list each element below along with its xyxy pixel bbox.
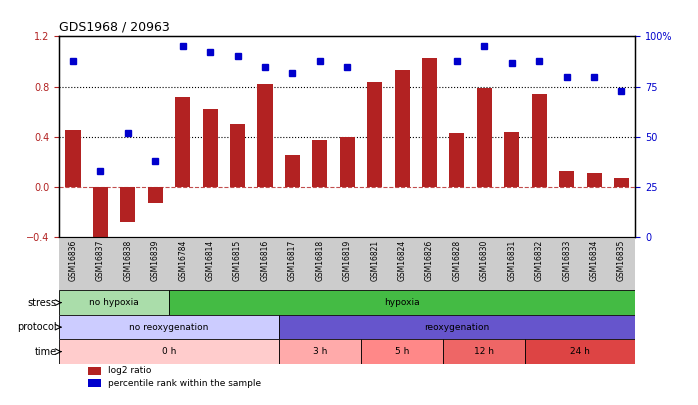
Text: GSM16833: GSM16833 [562, 240, 571, 281]
Bar [169, 290, 635, 315]
Text: GSM16834: GSM16834 [590, 240, 599, 281]
Bar [230, 124, 245, 187]
Text: GSM16836: GSM16836 [68, 240, 77, 281]
Bar [526, 339, 635, 364]
Text: GSM16814: GSM16814 [206, 240, 215, 281]
Text: GSM16838: GSM16838 [124, 240, 133, 281]
Bar [504, 132, 519, 187]
Bar [477, 88, 492, 187]
Text: 0 h: 0 h [162, 347, 176, 356]
Text: time: time [34, 347, 57, 357]
Text: reoxygenation: reoxygenation [424, 323, 489, 332]
Text: GSM16819: GSM16819 [343, 240, 352, 281]
Text: GSM16784: GSM16784 [178, 240, 187, 281]
Text: 5 h: 5 h [395, 347, 409, 356]
Bar [59, 315, 279, 339]
Text: GSM16815: GSM16815 [233, 240, 242, 281]
Text: GSM16821: GSM16821 [370, 240, 379, 281]
Bar [279, 315, 635, 339]
Bar [443, 339, 526, 364]
Bar [202, 109, 218, 187]
Text: GSM16839: GSM16839 [151, 240, 160, 281]
Bar [59, 339, 279, 364]
Bar [450, 133, 464, 187]
Text: no reoxygenation: no reoxygenation [129, 323, 209, 332]
Text: percentile rank within the sample: percentile rank within the sample [108, 379, 262, 388]
Text: GSM16817: GSM16817 [288, 240, 297, 281]
Bar [175, 96, 191, 187]
Bar [340, 137, 355, 187]
Bar [285, 156, 300, 187]
Bar [120, 187, 135, 222]
Text: 12 h: 12 h [475, 347, 494, 356]
Bar [88, 367, 101, 375]
Text: GSM16828: GSM16828 [452, 240, 461, 281]
Text: 24 h: 24 h [570, 347, 591, 356]
Text: GSM16826: GSM16826 [425, 240, 434, 281]
Bar [59, 290, 169, 315]
Text: GSM16816: GSM16816 [260, 240, 269, 281]
Bar [66, 130, 80, 187]
Bar [614, 178, 629, 187]
Text: GSM16830: GSM16830 [480, 240, 489, 281]
Text: no hypoxia: no hypoxia [89, 298, 139, 307]
Text: stress: stress [28, 298, 57, 308]
Text: GSM16832: GSM16832 [535, 240, 544, 281]
Bar [93, 187, 108, 252]
Text: protocol: protocol [17, 322, 57, 332]
Bar [88, 379, 101, 387]
Text: GDS1968 / 20963: GDS1968 / 20963 [59, 21, 170, 34]
Bar [258, 84, 272, 187]
Text: GSM16837: GSM16837 [96, 240, 105, 281]
Text: GSM16831: GSM16831 [507, 240, 517, 281]
Bar [361, 339, 443, 364]
Bar [394, 70, 410, 187]
Bar [422, 58, 437, 187]
Bar [148, 187, 163, 203]
Bar [532, 94, 547, 187]
Text: GSM16818: GSM16818 [315, 240, 325, 281]
Bar [367, 81, 383, 187]
Bar [279, 339, 361, 364]
Bar [559, 171, 574, 187]
Text: 3 h: 3 h [313, 347, 327, 356]
Text: log2 ratio: log2 ratio [108, 367, 151, 375]
Text: GSM16824: GSM16824 [398, 240, 407, 281]
Bar [586, 173, 602, 187]
Text: hypoxia: hypoxia [385, 298, 420, 307]
Bar [312, 141, 327, 187]
Text: GSM16835: GSM16835 [617, 240, 626, 281]
